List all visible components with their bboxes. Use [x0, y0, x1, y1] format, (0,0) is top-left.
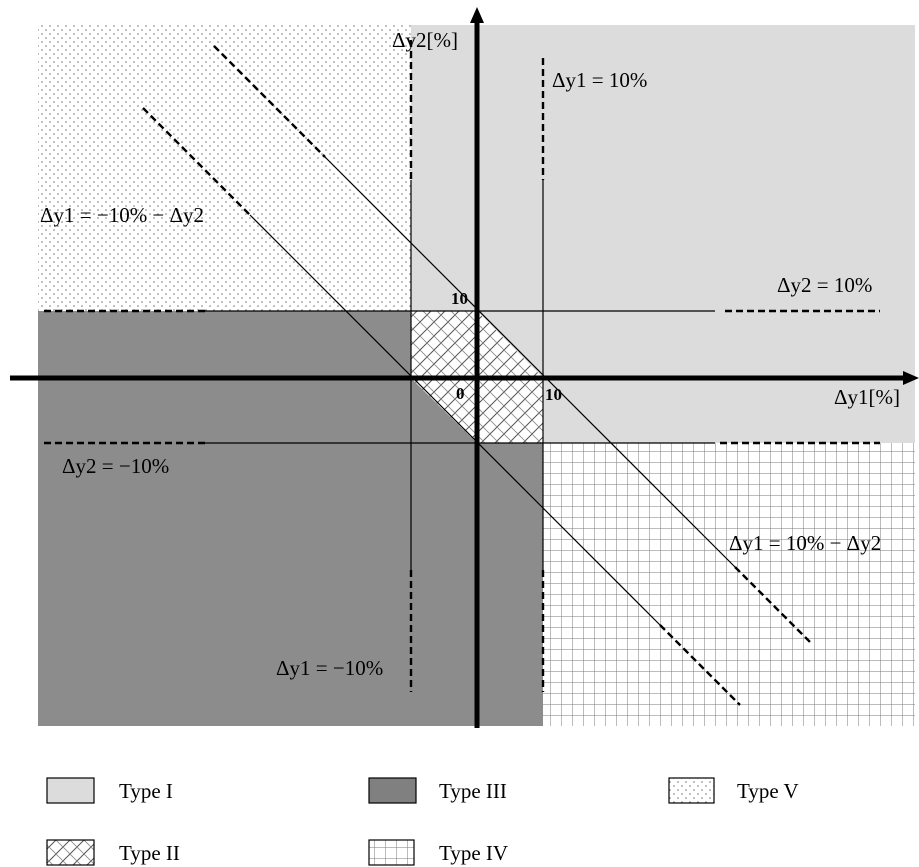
- legend-swatch-type-i: [46, 777, 95, 804]
- annotation-diag-neg: Δy1 = −10% − Δy2: [40, 203, 204, 227]
- y-axis-arrow-icon: [470, 7, 484, 23]
- legend-label-type-ii: Type II: [119, 841, 180, 865]
- annotation-dy2-pos: Δy2 = 10%: [777, 273, 872, 297]
- legend-item-type-iv: Type IV: [368, 839, 508, 866]
- y-axis-label: Δy2[%]: [392, 28, 458, 52]
- boundary-lines: [205, 156, 736, 626]
- region-type-iii: [38, 311, 543, 726]
- annotation-dy1-neg: Δy1 = −10%: [276, 656, 383, 680]
- legend-swatch-type-ii: [46, 839, 95, 866]
- dash-diag-neg-top: [142, 107, 251, 216]
- legend: Type I Type III Type V Type II Type IV: [46, 777, 799, 866]
- legend-item-type-i: Type I: [46, 777, 173, 804]
- line-diag-neg: [249, 214, 661, 626]
- dash-diag-pos-top: [213, 45, 326, 158]
- legend-item-type-iii: Type III: [368, 777, 507, 804]
- legend-swatch-type-iv: [368, 839, 415, 866]
- x-tick-10: 10: [545, 385, 562, 404]
- legend-swatch-type-iii: [368, 777, 417, 804]
- region-type-i: [411, 25, 915, 443]
- dash-diag-pos-bottom: [734, 566, 813, 645]
- x-axis-label: Δy1[%]: [834, 385, 900, 409]
- legend-label-type-iv: Type IV: [439, 841, 508, 865]
- legend-item-type-ii: Type II: [46, 839, 180, 866]
- legend-item-type-v: Type V: [668, 777, 799, 804]
- region-type-iv: [543, 443, 915, 726]
- legend-swatch-type-v: [668, 777, 715, 804]
- x-axis-arrow-icon: [903, 371, 919, 385]
- annotation-diag-pos: Δy1 = 10% − Δy2: [729, 531, 881, 555]
- dashed-extensions: [44, 40, 880, 706]
- region-type-v: [38, 25, 411, 311]
- dash-diag-neg-bottom: [659, 624, 741, 706]
- annotation-dy1-pos: Δy1 = 10%: [552, 68, 647, 92]
- annotation-dy2-neg: Δy2 = −10%: [62, 454, 169, 478]
- legend-label-type-i: Type I: [119, 779, 173, 803]
- legend-label-type-v: Type V: [737, 779, 799, 803]
- legend-label-type-iii: Type III: [439, 779, 507, 803]
- line-diag-pos: [324, 156, 736, 568]
- origin-label: 0: [456, 384, 465, 403]
- y-tick-10: 10: [451, 289, 468, 308]
- axes: [10, 7, 919, 728]
- regions: [38, 25, 915, 726]
